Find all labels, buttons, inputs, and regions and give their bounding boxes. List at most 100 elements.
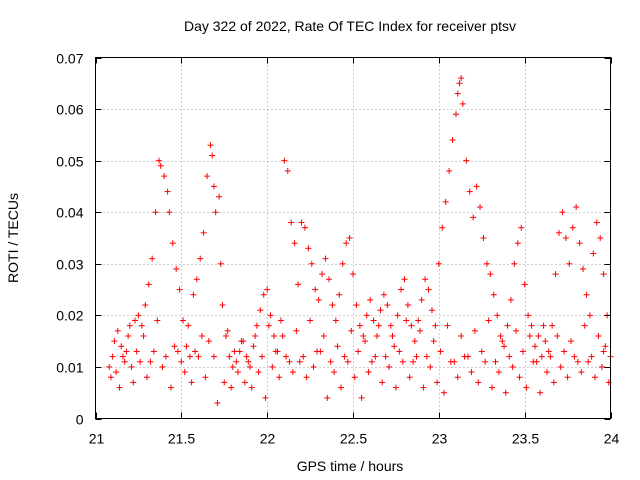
data-point [391, 343, 398, 350]
data-point [252, 332, 259, 339]
data-point [442, 198, 449, 205]
y-tick-label: 0.04 [56, 205, 83, 221]
data-point [289, 369, 296, 376]
data-point [262, 394, 269, 401]
data-point [437, 348, 444, 355]
data-point [466, 188, 473, 195]
data-point [272, 348, 279, 355]
data-point [324, 394, 331, 401]
y-tick-label: 0.06 [56, 102, 83, 118]
data-point [566, 260, 573, 267]
data-point [123, 348, 130, 355]
data-point [406, 374, 413, 381]
data-point [260, 291, 267, 298]
data-point [408, 322, 415, 329]
data-point [475, 379, 482, 386]
data-point [157, 162, 164, 169]
data-point [463, 157, 470, 164]
data-point [370, 317, 377, 324]
data-point [212, 209, 219, 216]
data-point [379, 379, 386, 386]
data-point [283, 353, 290, 360]
data-point [238, 338, 245, 345]
data-point [138, 322, 145, 329]
data-point [432, 322, 439, 329]
data-point [490, 291, 497, 298]
data-point [382, 353, 389, 360]
axes: 21 21.5 22 22.5 23 23.5 24 0 0.01 0.02 0.03 0.04 0.0… [56, 51, 619, 447]
data-point [485, 317, 492, 324]
data-point [161, 173, 168, 180]
data-point [396, 348, 403, 355]
data-point [422, 276, 429, 283]
data-point [439, 224, 446, 231]
data-point [367, 296, 374, 303]
data-point [188, 379, 195, 386]
data-point [389, 332, 396, 339]
data-point [286, 358, 293, 365]
data-point [568, 338, 575, 345]
y-tick-label: 0.03 [56, 257, 83, 273]
data-point [186, 353, 193, 360]
data-point [473, 183, 480, 190]
data-point [183, 343, 190, 350]
data-point [580, 265, 587, 272]
data-point [322, 255, 329, 262]
data-point [559, 209, 566, 216]
data-point [307, 317, 314, 324]
data-point [531, 343, 538, 350]
data-point [523, 384, 530, 391]
data-point [279, 332, 286, 339]
data-point [427, 363, 434, 370]
data-point [126, 322, 133, 329]
data-point [156, 157, 163, 164]
data-point [109, 353, 116, 360]
x-tick-label: 22.5 [340, 431, 367, 447]
data-point [502, 389, 509, 396]
data-point [298, 219, 305, 226]
data-point [159, 363, 166, 370]
data-point [602, 343, 609, 350]
data-point [516, 374, 523, 381]
data-point [478, 348, 485, 355]
data-point [197, 255, 204, 262]
data-point [296, 358, 303, 365]
data-point [386, 363, 393, 370]
data-point [545, 348, 552, 355]
data-point [507, 296, 514, 303]
data-point [415, 317, 422, 324]
data-point [341, 353, 348, 360]
data-point [154, 317, 161, 324]
data-point [573, 204, 580, 211]
data-point [171, 343, 178, 350]
data-point [542, 338, 549, 345]
data-point [399, 358, 406, 365]
data-point [243, 353, 250, 360]
data-point [113, 369, 120, 376]
data-point [325, 276, 332, 283]
data-point [518, 224, 525, 231]
data-point [552, 271, 559, 278]
data-point [600, 348, 607, 355]
data-point [384, 302, 391, 309]
data-point [355, 348, 362, 355]
data-point [585, 358, 592, 365]
data-point [410, 358, 417, 365]
data-point [166, 209, 173, 216]
data-point [416, 327, 423, 334]
data-point [598, 363, 605, 370]
data-point [130, 379, 137, 386]
data-point [494, 312, 501, 319]
data-point [169, 240, 176, 247]
data-point [121, 358, 128, 365]
data-point [264, 286, 271, 293]
data-point [271, 332, 278, 339]
data-point [411, 338, 418, 345]
data-point [149, 255, 156, 262]
grid [95, 57, 611, 419]
data-point [291, 240, 298, 247]
data-point [537, 389, 544, 396]
y-tick-label: 0.05 [56, 154, 83, 170]
